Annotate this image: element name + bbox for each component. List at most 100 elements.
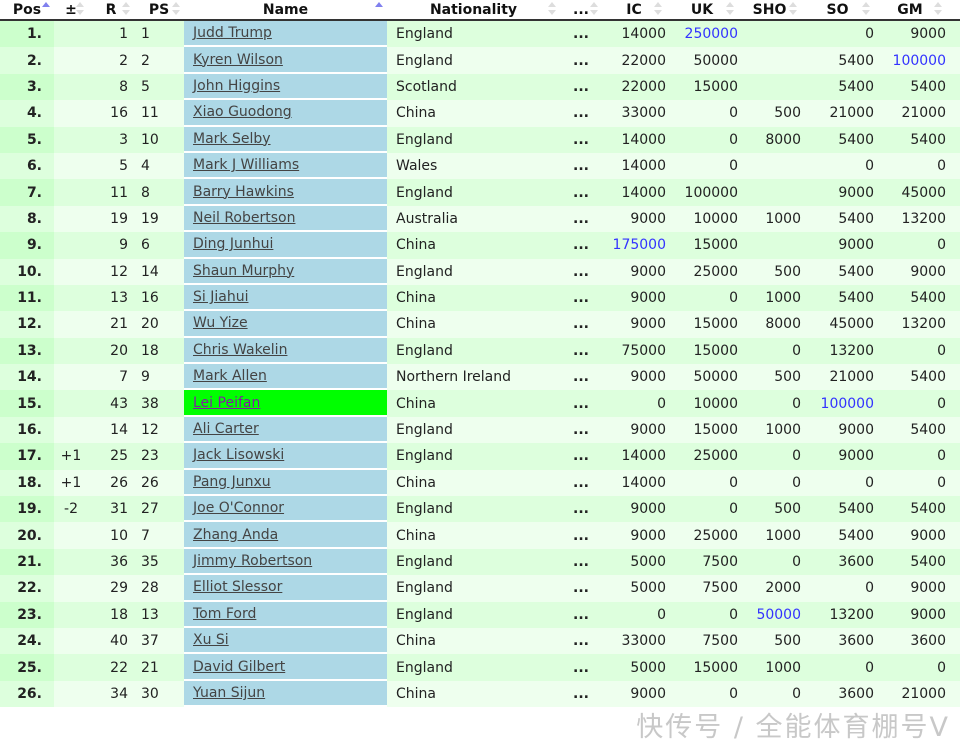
- cell-more: ...: [560, 258, 602, 285]
- player-link[interactable]: Zhang Anda: [193, 526, 279, 543]
- cell-name: Mark Selby: [184, 126, 387, 153]
- player-link[interactable]: Shaun Murphy: [193, 262, 295, 279]
- player-link[interactable]: John Higgins: [193, 77, 281, 94]
- cell-chg: [54, 311, 88, 338]
- cell-more: ...: [560, 232, 602, 259]
- player-link[interactable]: Barry Hawkins: [193, 183, 294, 200]
- player-link[interactable]: Kyren Wilson: [193, 51, 283, 68]
- cell-chg: [54, 548, 88, 576]
- sort-icon[interactable]: [172, 0, 180, 18]
- cell-so: 9000: [801, 443, 874, 470]
- cell-more: ...: [560, 284, 602, 312]
- cell-ic: 14000: [602, 469, 666, 497]
- sort-icon[interactable]: [590, 0, 598, 18]
- cell-so: 0: [801, 21, 874, 48]
- sort-icon[interactable]: [654, 0, 662, 18]
- cell-extra: [946, 601, 960, 628]
- player-link[interactable]: Si Jiahui: [193, 289, 249, 306]
- player-link[interactable]: Mark Allen: [193, 368, 267, 385]
- cell-gm: 9000: [874, 258, 946, 285]
- table-row: 11. 13 16 Si Jiahui China... 9000 0 1000 5400 540…: [0, 284, 960, 312]
- player-link[interactable]: Elliot Slessor: [193, 579, 283, 596]
- player-link[interactable]: Xu Si: [193, 632, 229, 649]
- cell-uk: 0: [666, 601, 738, 628]
- sort-ascending-icon[interactable]: [42, 0, 50, 18]
- player-link[interactable]: Ali Carter: [193, 421, 259, 438]
- cell-gm: 5400: [874, 284, 946, 312]
- player-link[interactable]: Pang Junxu: [193, 473, 271, 490]
- cell-sho: [738, 47, 801, 74]
- cell-extra: [946, 654, 960, 681]
- player-link[interactable]: David Gilbert: [193, 658, 286, 675]
- player-link[interactable]: Joe O'Connor: [193, 500, 285, 517]
- sort-icon[interactable]: [934, 0, 942, 18]
- sort-icon[interactable]: [548, 0, 556, 18]
- player-link[interactable]: Judd Trump: [193, 25, 272, 42]
- cell-ic: 14000: [602, 443, 666, 470]
- cell-uk: 15000: [666, 232, 738, 259]
- cell-nat: England: [387, 21, 560, 48]
- player-link[interactable]: Yuan Sijun: [193, 684, 266, 701]
- column-header-name[interactable]: Name: [184, 0, 387, 21]
- column-header-label: Name: [262, 1, 309, 18]
- cell-extra: [946, 311, 960, 338]
- cell-uk: 15000: [666, 311, 738, 338]
- cell-r: 11: [88, 179, 134, 206]
- column-header-sho[interactable]: SHO: [738, 0, 801, 21]
- column-header-uk[interactable]: UK: [666, 0, 738, 21]
- sort-icon[interactable]: [726, 0, 734, 18]
- cell-more: ...: [560, 601, 602, 628]
- cell-more: ...: [560, 364, 602, 391]
- player-link[interactable]: Mark J Williams: [193, 157, 300, 174]
- column-header-pos[interactable]: Pos: [0, 0, 54, 21]
- cell-name: Jimmy Robertson: [184, 548, 387, 576]
- cell-so: 21000: [801, 364, 874, 391]
- player-link[interactable]: Wu Yize: [193, 315, 248, 332]
- column-header-nat[interactable]: Nationality: [387, 0, 560, 21]
- player-link[interactable]: Lei Peifan: [193, 394, 261, 411]
- player-link[interactable]: Tom Ford: [193, 605, 257, 622]
- column-header-more[interactable]: ...: [560, 0, 602, 21]
- cell-more: ...: [560, 416, 602, 444]
- table-row: 8. 19 19 Neil Robertson Australia... 9000 1000…: [0, 205, 960, 233]
- player-link[interactable]: Jimmy Robertson: [193, 553, 313, 569]
- player-link[interactable]: Neil Robertson: [193, 209, 296, 226]
- cell-gm: 5400: [874, 548, 946, 576]
- player-link[interactable]: Ding Junhui: [193, 236, 274, 253]
- cell-so: 5400: [801, 258, 874, 285]
- cell-more: ...: [560, 21, 602, 48]
- cell-sho: [738, 232, 801, 259]
- player-link[interactable]: Xiao Guodong: [193, 104, 292, 121]
- cell-ps: 7: [134, 522, 184, 549]
- column-header-ps[interactable]: PS: [134, 0, 184, 21]
- cell-so: 0: [801, 575, 874, 602]
- sort-ascending-icon[interactable]: [375, 0, 383, 18]
- sort-icon[interactable]: [122, 0, 130, 18]
- cell-uk: 25000: [666, 443, 738, 470]
- cell-sho: 0: [738, 469, 801, 497]
- sort-icon[interactable]: [789, 0, 797, 18]
- column-header-so[interactable]: SO: [801, 0, 874, 21]
- cell-nat: England: [387, 337, 560, 365]
- cell-gm: 5400: [874, 364, 946, 391]
- table-row: 23. 18 13 Tom Ford England... 0 0 50000 13200 900…: [0, 601, 960, 628]
- cell-name: Lei Peifan: [184, 390, 387, 417]
- cell-ic: 9000: [602, 364, 666, 391]
- column-header-gm[interactable]: GM: [874, 0, 946, 21]
- cell-ic: 9000: [602, 205, 666, 233]
- player-link[interactable]: Chris Wakelin: [193, 341, 288, 358]
- cell-name: Wu Yize: [184, 311, 387, 338]
- sort-icon[interactable]: [76, 0, 84, 18]
- cell-chg: [54, 152, 88, 180]
- cell-name: Kyren Wilson: [184, 47, 387, 74]
- cell-chg: [54, 21, 88, 48]
- player-link[interactable]: Mark Selby: [193, 130, 271, 147]
- sort-icon[interactable]: [862, 0, 870, 18]
- cell-name: Mark J Williams: [184, 152, 387, 180]
- column-header-ic[interactable]: IC: [602, 0, 666, 21]
- player-link[interactable]: Jack Lisowski: [193, 447, 285, 464]
- column-header-r[interactable]: R: [88, 0, 134, 21]
- cell-extra: [946, 364, 960, 391]
- column-header-extra[interactable]: [946, 0, 960, 21]
- column-header-chg[interactable]: ±: [54, 0, 88, 21]
